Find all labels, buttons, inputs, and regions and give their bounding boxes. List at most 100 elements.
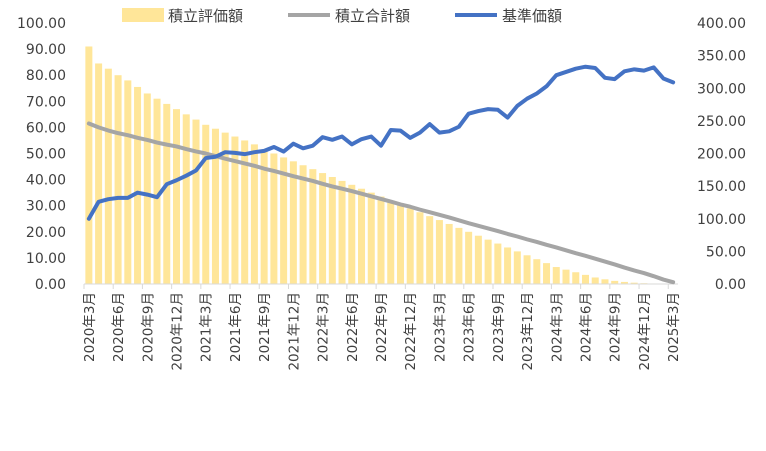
bar-2022-03 bbox=[319, 173, 327, 284]
bar-2024-01 bbox=[533, 259, 541, 284]
bar-2022-10 bbox=[387, 200, 395, 284]
bar-2023-10 bbox=[504, 247, 512, 284]
line-total bbox=[86, 121, 676, 285]
x-tick-label: 2025年3月 bbox=[666, 292, 682, 362]
x-tick-label: 2024年3月 bbox=[549, 292, 565, 362]
x-tick-label: 2022年12月 bbox=[403, 292, 419, 371]
bar-2021-11 bbox=[280, 157, 288, 284]
bar-2020-08 bbox=[134, 86, 142, 284]
bar-2022-08 bbox=[367, 192, 375, 284]
bar-2020-03 bbox=[85, 46, 93, 284]
line-nav bbox=[86, 64, 676, 221]
x-tick-label: 2024年6月 bbox=[578, 292, 594, 362]
bar-2021-08 bbox=[250, 144, 258, 284]
x-tick-label: 2023年6月 bbox=[462, 292, 478, 362]
bar-2020-10 bbox=[153, 98, 161, 284]
bar-2020-07 bbox=[124, 80, 132, 284]
legend-label-total: 積立合計額 bbox=[335, 7, 410, 25]
x-tick-label: 2021年6月 bbox=[228, 292, 244, 362]
bar-2021-07 bbox=[241, 140, 249, 284]
bar-2020-09 bbox=[143, 93, 151, 284]
bar-2020-11 bbox=[163, 103, 171, 284]
bar-2020-12 bbox=[173, 109, 181, 284]
bar-2023-04 bbox=[445, 223, 453, 284]
right-tick-label: 50.00 bbox=[706, 244, 746, 260]
left-tick-label: 50.00 bbox=[26, 147, 66, 163]
x-axis-ticks: 2020年3月 2020年6月 2020年9月 2020年12月 2021年3月 2021… bbox=[82, 292, 682, 371]
bar-2022-09 bbox=[377, 196, 385, 284]
legend: 積立評価額 積立合計額 基準価額 bbox=[122, 7, 562, 25]
right-tick-label: 0.00 bbox=[715, 277, 746, 293]
bar-2021-04 bbox=[211, 128, 219, 284]
bar-2024-09 bbox=[611, 280, 619, 284]
bar-2024-11 bbox=[630, 282, 638, 284]
x-tick-label: 2021年12月 bbox=[286, 292, 302, 371]
bar-2021-06 bbox=[231, 136, 239, 284]
left-tick-label: 100.00 bbox=[17, 16, 66, 32]
bar-2021-10 bbox=[270, 153, 278, 284]
bar-2023-12 bbox=[523, 255, 531, 284]
right-tick-label: 150.00 bbox=[697, 179, 746, 195]
bar-2021-09 bbox=[260, 149, 268, 284]
bar-2024-06 bbox=[581, 274, 589, 284]
bar-2024-02 bbox=[543, 263, 551, 284]
bar-2023-01 bbox=[416, 212, 424, 284]
bar-2024-05 bbox=[572, 272, 580, 284]
bar-2024-04 bbox=[562, 269, 570, 284]
legend-label-valuation: 積立評価額 bbox=[168, 7, 243, 25]
bar-2023-09 bbox=[494, 243, 502, 284]
x-tick-label: 2024年12月 bbox=[637, 292, 653, 371]
x-tick-label: 2021年9月 bbox=[257, 292, 273, 362]
line-series bbox=[86, 64, 676, 285]
bar-2020-04 bbox=[95, 63, 103, 285]
x-tick-label: 2020年9月 bbox=[140, 292, 156, 362]
x-tick-label: 2020年12月 bbox=[170, 292, 186, 371]
bar-2023-06 bbox=[465, 231, 473, 284]
x-tick-label: 2020年3月 bbox=[82, 292, 98, 362]
right-axis-ticks: 0.00 50.00 100.00 150.00 200.00 250.00 300.00 3… bbox=[697, 16, 746, 293]
x-tick-label: 2020年6月 bbox=[111, 292, 127, 362]
bar-2021-02 bbox=[192, 119, 200, 284]
bar-2023-03 bbox=[435, 220, 443, 284]
bar-series-valuation bbox=[85, 46, 677, 285]
right-tick-label: 300.00 bbox=[697, 81, 746, 97]
bar-2023-07 bbox=[474, 235, 482, 284]
x-tick-label: 2023年9月 bbox=[491, 292, 507, 362]
x-tick-label: 2022年6月 bbox=[345, 292, 361, 362]
bar-2021-12 bbox=[289, 161, 297, 284]
left-tick-label: 10.00 bbox=[26, 251, 66, 267]
bar-2022-07 bbox=[358, 188, 366, 284]
bar-2022-01 bbox=[299, 165, 307, 284]
x-tick-label: 2023年3月 bbox=[432, 292, 448, 362]
bar-2024-10 bbox=[620, 281, 628, 284]
bar-2023-11 bbox=[513, 251, 521, 285]
x-tick-label: 2023年12月 bbox=[520, 292, 536, 371]
bar-2021-05 bbox=[221, 132, 229, 284]
right-tick-label: 250.00 bbox=[697, 114, 746, 130]
legend-swatch-valuation bbox=[122, 8, 164, 22]
bar-2020-05 bbox=[104, 68, 112, 285]
right-tick-label: 100.00 bbox=[697, 212, 746, 228]
left-tick-label: 60.00 bbox=[26, 120, 66, 136]
bar-2024-03 bbox=[552, 267, 560, 284]
right-tick-label: 200.00 bbox=[697, 147, 746, 163]
bar-2021-03 bbox=[202, 124, 210, 284]
bar-2023-05 bbox=[455, 227, 463, 284]
right-tick-label: 400.00 bbox=[697, 16, 746, 32]
bar-2022-05 bbox=[338, 180, 346, 284]
bar-2022-06 bbox=[348, 184, 356, 284]
x-tick-label: 2022年9月 bbox=[374, 292, 390, 362]
bar-2024-07 bbox=[591, 277, 599, 284]
left-tick-label: 80.00 bbox=[26, 68, 66, 84]
bar-2020-06 bbox=[114, 75, 122, 284]
right-tick-label: 350.00 bbox=[697, 49, 746, 65]
x-tick-label: 2024年9月 bbox=[608, 292, 624, 362]
bar-2021-01 bbox=[182, 114, 190, 284]
left-tick-label: 90.00 bbox=[26, 42, 66, 58]
legend-label-nav: 基準価額 bbox=[502, 7, 562, 25]
left-tick-label: 20.00 bbox=[26, 225, 66, 241]
bar-2023-02 bbox=[426, 216, 434, 284]
left-tick-label: 0.00 bbox=[35, 277, 66, 293]
left-tick-label: 70.00 bbox=[26, 94, 66, 110]
